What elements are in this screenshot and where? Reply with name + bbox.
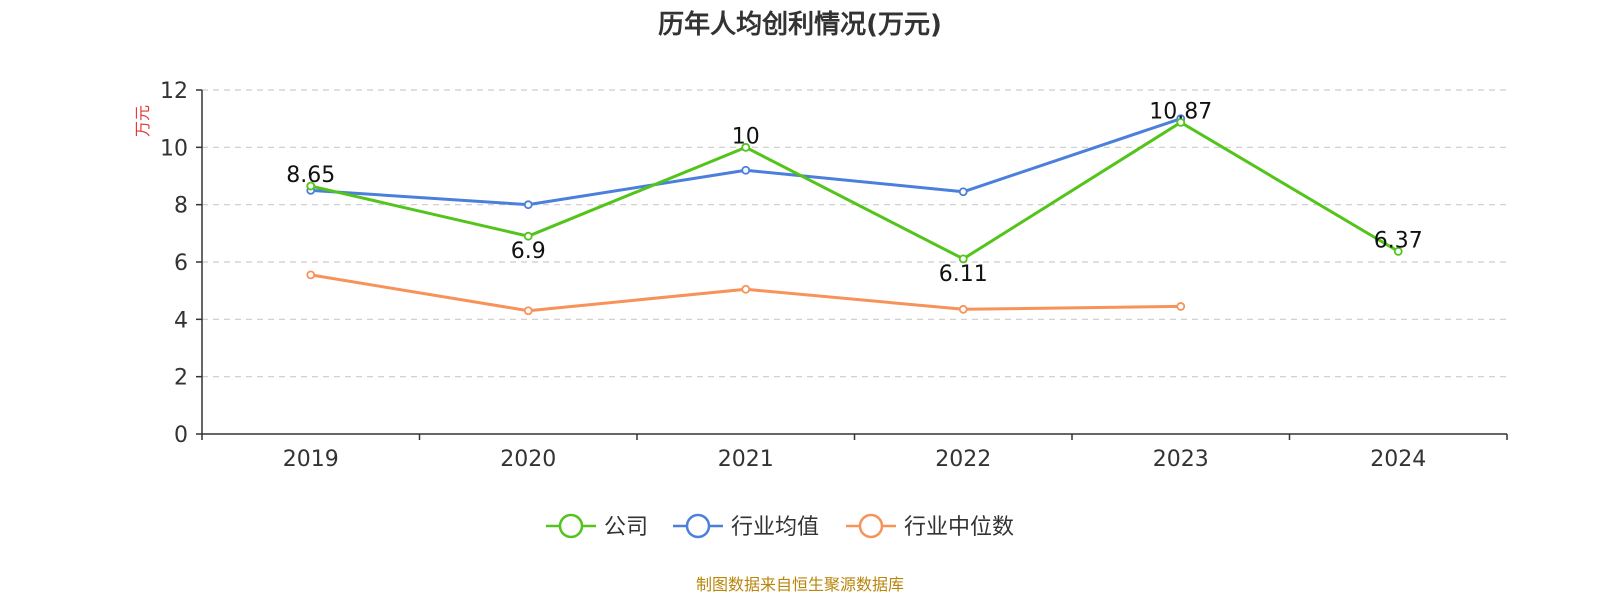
series-point[interactable] <box>306 181 316 191</box>
data-label: 10 <box>732 124 760 149</box>
legend-item[interactable]: 公司 <box>546 513 648 540</box>
data-label: 10.87 <box>1149 99 1212 124</box>
chart-title: 历年人均创利情况(万元) <box>658 9 942 40</box>
data-label: 6.9 <box>511 239 546 264</box>
y-tick-label: 12 <box>160 79 188 104</box>
legend-label: 行业中位数 <box>904 515 1014 540</box>
legend-marker <box>685 513 711 539</box>
series-point[interactable] <box>741 142 751 152</box>
legend-item[interactable]: 行业均值 <box>673 513 819 540</box>
y-tick-label: 4 <box>174 308 188 333</box>
data-label: 8.65 <box>286 163 335 188</box>
y-tick-label: 6 <box>174 251 188 276</box>
series-point[interactable] <box>306 270 316 280</box>
series-point[interactable] <box>523 306 533 316</box>
data-labels-layer: 8.65 6.9 10 6.11 10.87 6.37 <box>286 99 1422 286</box>
series-point[interactable] <box>741 165 751 175</box>
legend: 公司 行业均值 行业中位数 <box>546 513 1014 540</box>
series-point[interactable] <box>958 304 968 314</box>
series-layer <box>306 114 1403 316</box>
legend-label: 行业均值 <box>731 515 819 540</box>
y-tick-label: 8 <box>174 194 188 219</box>
y-tick-label: 10 <box>160 136 188 161</box>
data-label: 6.11 <box>939 262 988 287</box>
series-line-1 <box>310 120 1400 261</box>
data-label: 6.37 <box>1374 228 1423 253</box>
axes-layer: 0 2 4 6 8 10 12 2019 2020 2021 2022 2023 2024 <box>160 79 1508 472</box>
legend-marker <box>558 513 584 539</box>
series-point[interactable] <box>1176 117 1186 127</box>
series-point[interactable] <box>958 187 968 197</box>
series-point[interactable] <box>523 231 533 241</box>
x-tick-label: 2020 <box>500 447 556 472</box>
y-axis-label: 万元 <box>133 105 152 137</box>
grid-layer <box>202 89 1507 378</box>
legend-marker <box>858 513 884 539</box>
series-point[interactable] <box>1176 302 1186 311</box>
x-tick-label: 2019 <box>283 447 339 472</box>
series-point[interactable] <box>741 284 751 294</box>
series-point[interactable] <box>523 200 533 210</box>
x-tick-label: 2023 <box>1153 447 1209 472</box>
x-tick-label: 2021 <box>718 447 774 472</box>
x-tick-label: 2022 <box>935 447 991 472</box>
x-tick-label: 2024 <box>1370 447 1426 472</box>
legend-label: 公司 <box>604 515 648 540</box>
source-note: 制图数据来自恒生聚源数据库 <box>696 575 904 594</box>
y-tick-label: 2 <box>174 366 188 391</box>
y-tick-label: 0 <box>174 423 188 448</box>
series-point[interactable] <box>1393 246 1403 256</box>
series-point[interactable] <box>958 254 968 264</box>
legend-item[interactable]: 行业中位数 <box>846 513 1014 540</box>
